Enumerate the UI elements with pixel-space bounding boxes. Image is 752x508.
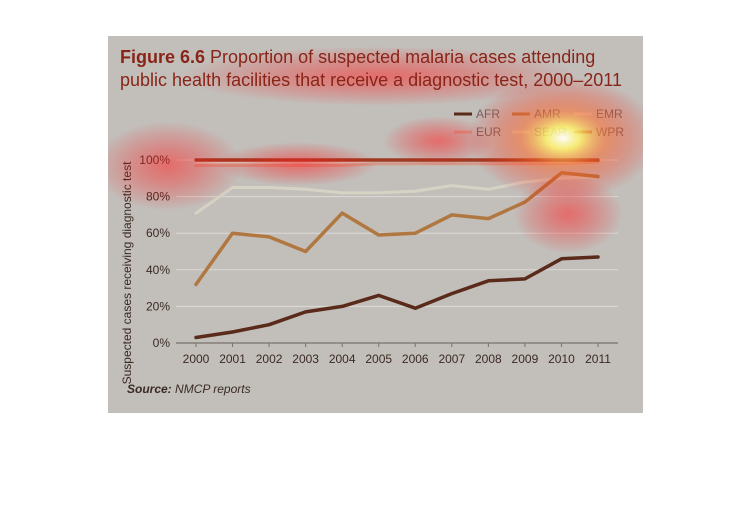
legend-label-amr: AMR	[534, 107, 561, 121]
x-tick-label: 2006	[402, 352, 429, 366]
legend-label-wpr: WPR	[596, 125, 624, 139]
series-line-afr	[194, 255, 600, 340]
y-tick-label: 20%	[146, 299, 170, 313]
x-tick-label: 2003	[292, 352, 319, 366]
x-tick-label: 2007	[438, 352, 465, 366]
x-tick-label: 2009	[512, 352, 539, 366]
x-tick-label: 2001	[219, 352, 246, 366]
y-tick-label: 0%	[153, 336, 171, 350]
source-text: NMCP reports	[175, 382, 251, 396]
x-tick-label: 2005	[365, 352, 392, 366]
legend: AFR AMR EMR EUR SEAR WPR	[454, 107, 624, 139]
x-tick-label: 2011	[585, 352, 611, 366]
y-tick-label: 100%	[139, 153, 170, 167]
y-tick-label: 80%	[146, 190, 170, 204]
series-line-amr	[194, 171, 600, 287]
x-tick-label: 2002	[256, 352, 283, 366]
x-tick-label: 2004	[329, 352, 356, 366]
x-tick-label: 2000	[183, 352, 210, 366]
figure-panel: 0% 20% 40% 60% 80% 100% 2000 2001 2002 2003 2004 20…	[108, 36, 643, 413]
legend-label-sear: SEAR	[534, 125, 567, 139]
series-lines	[194, 158, 600, 340]
figure-title-text: Proportion of suspected malaria cases at…	[120, 47, 622, 90]
y-tick-label: 60%	[146, 226, 170, 240]
figure-source: Source: NMCP reports	[127, 382, 251, 396]
x-tick-label: 2008	[475, 352, 502, 366]
legend-label-emr: EMR	[596, 107, 623, 121]
line-chart: 0% 20% 40% 60% 80% 100% 2000 2001 2002 2003 2004 20…	[120, 107, 624, 384]
figure-title: Figure 6.6 Proportion of suspected malar…	[120, 46, 640, 92]
figure-number: Figure 6.6	[120, 47, 206, 67]
x-tick-label: 2010	[548, 352, 575, 366]
legend-label-afr: AFR	[476, 107, 500, 121]
y-tick-label: 40%	[146, 263, 170, 277]
y-axis-label: Suspected cases receiving diagnostic tes…	[120, 161, 134, 384]
source-label: Source:	[127, 382, 172, 396]
legend-label-eur: EUR	[476, 125, 502, 139]
series-line-emr	[194, 175, 600, 215]
